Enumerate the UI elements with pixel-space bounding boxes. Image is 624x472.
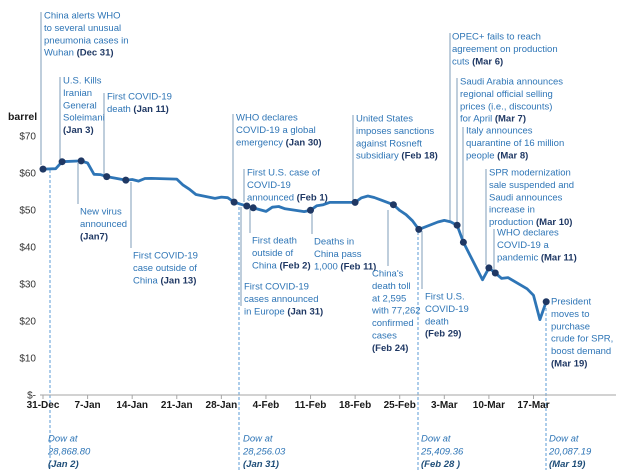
- dow-dashed-lines: [49, 170, 547, 470]
- dow-label-dow-feb28: Dow at 25,409.36 (Feb 28 ): [420, 434, 464, 471]
- data-point-marker: [307, 206, 314, 214]
- x-axis-label: 11-Feb: [295, 400, 327, 411]
- annotation-china-alerts-who: China alerts WHO to several unusual pneumo…: [44, 11, 129, 59]
- data-point-marker: [459, 238, 467, 246]
- dow-label-dow-jan2: Dow at 28,868.80 (Jan 2): [47, 434, 91, 471]
- data-point-marker: [103, 173, 111, 181]
- data-point-marker: [453, 221, 461, 229]
- data-point-marker: [58, 158, 66, 166]
- x-axis-label: 7-Jan: [75, 400, 101, 411]
- data-point-marker: [415, 225, 423, 233]
- annotation-first-death-outside-china: First death outside of China (Feb 2): [252, 236, 311, 272]
- annotation-who-pandemic: WHO declares COVID-19 a pandemic (Mar 11): [497, 228, 577, 264]
- annotation-who-emergency: WHO declares COVID-19 a global emergency (…: [236, 113, 322, 149]
- axes: [40, 394, 616, 399]
- x-axis-label: 14-Jan: [116, 400, 148, 411]
- x-axis-label: 28-Jan: [206, 400, 238, 411]
- y-axis-label: $30: [19, 280, 36, 291]
- annotation-italy-quarantine: Italy announces quarantine of 16 million p…: [466, 126, 564, 162]
- y-axis-label: $-: [27, 391, 36, 402]
- x-axis-label: 3-Mar: [431, 400, 458, 411]
- annotation-deaths-in-china-pass-1000: Deaths in China pass 1,000 (Feb 11): [314, 237, 376, 273]
- data-point-marker: [542, 298, 550, 306]
- annotation-rosneft-sanctions: United States imposes sanctions against Ro…: [356, 114, 438, 162]
- x-axis-label: 17-Mar: [517, 400, 549, 411]
- x-axis-label: 25-Feb: [384, 400, 416, 411]
- annotation-europe-cases: First COVID-19 cases announced in Europe (…: [244, 282, 323, 318]
- x-axis-label: 21-Jan: [161, 400, 193, 411]
- x-axis-label: 18-Feb: [339, 400, 371, 411]
- annotation-case-outside-china: First COVID-19 case outside of China (Jan …: [133, 251, 198, 287]
- annotation-first-us-case: First U.S. case of COVID-19 announced (Feb…: [247, 168, 328, 204]
- y-axis-title: barrel: [8, 111, 38, 123]
- data-point-marker: [39, 165, 47, 173]
- data-point-marker: [243, 202, 251, 210]
- y-axis-label: $20: [19, 317, 36, 328]
- annotation-new-virus: New virus announced (Jan7): [80, 207, 127, 243]
- data-point-marker: [491, 269, 499, 277]
- annotation-first-us-covid-death: First U.S. COVID-19 death (Feb 29): [425, 292, 469, 340]
- y-axis-label: $40: [19, 243, 36, 254]
- annotation-president-spr-purchase: President moves to purchase crude for SPR, b…: [551, 297, 613, 370]
- annotation-soleimani: U.S. Kills Iranian General Soleimani (Jan 3): [63, 76, 105, 137]
- x-axis-label: 4-Feb: [253, 400, 280, 411]
- y-axis-label: $10: [19, 354, 36, 365]
- dow-label-dow-jan31: Dow at 28,256.03 (Jan 31): [242, 434, 286, 471]
- data-point-marker: [77, 157, 85, 165]
- price-line-layer: [39, 157, 550, 321]
- dow-label-dow-mar19: Dow at 20,087.19 (Mar 19): [548, 434, 592, 471]
- annotation-spr-sale-suspended: SPR modernization sale suspended and Saudi…: [489, 168, 574, 229]
- annotation-first-covid-death: First COVID-19 death (Jan 11): [107, 92, 172, 115]
- data-point-marker: [485, 264, 493, 272]
- y-axis-label: $70: [19, 132, 36, 143]
- text-layer: 31-Dec 7-Jan 14-Jan 21-Jan 28-Jan 4-Feb 11-Feb…: [19, 11, 613, 471]
- data-point-marker: [249, 204, 257, 212]
- data-point-marker: [230, 198, 238, 206]
- annotation-opec-fails: OPEC+ fails to reach agreement on product…: [452, 32, 558, 68]
- x-axis-label: 31-Dec: [27, 400, 60, 411]
- annotation-saudi-selling-prices: Saudi Arabia announces regional official …: [460, 77, 563, 125]
- y-axis-label: $60: [19, 169, 36, 180]
- data-point-marker: [351, 198, 359, 206]
- y-axis-label: $50: [19, 206, 36, 217]
- data-point-marker: [122, 176, 130, 184]
- annotation-connectors: [40, 12, 495, 306]
- annotation-china-death-toll: China's death toll at 2,595 with 77,262 conf…: [371, 269, 421, 354]
- data-point-marker: [389, 201, 397, 209]
- x-axis-label: 10-Mar: [473, 400, 505, 411]
